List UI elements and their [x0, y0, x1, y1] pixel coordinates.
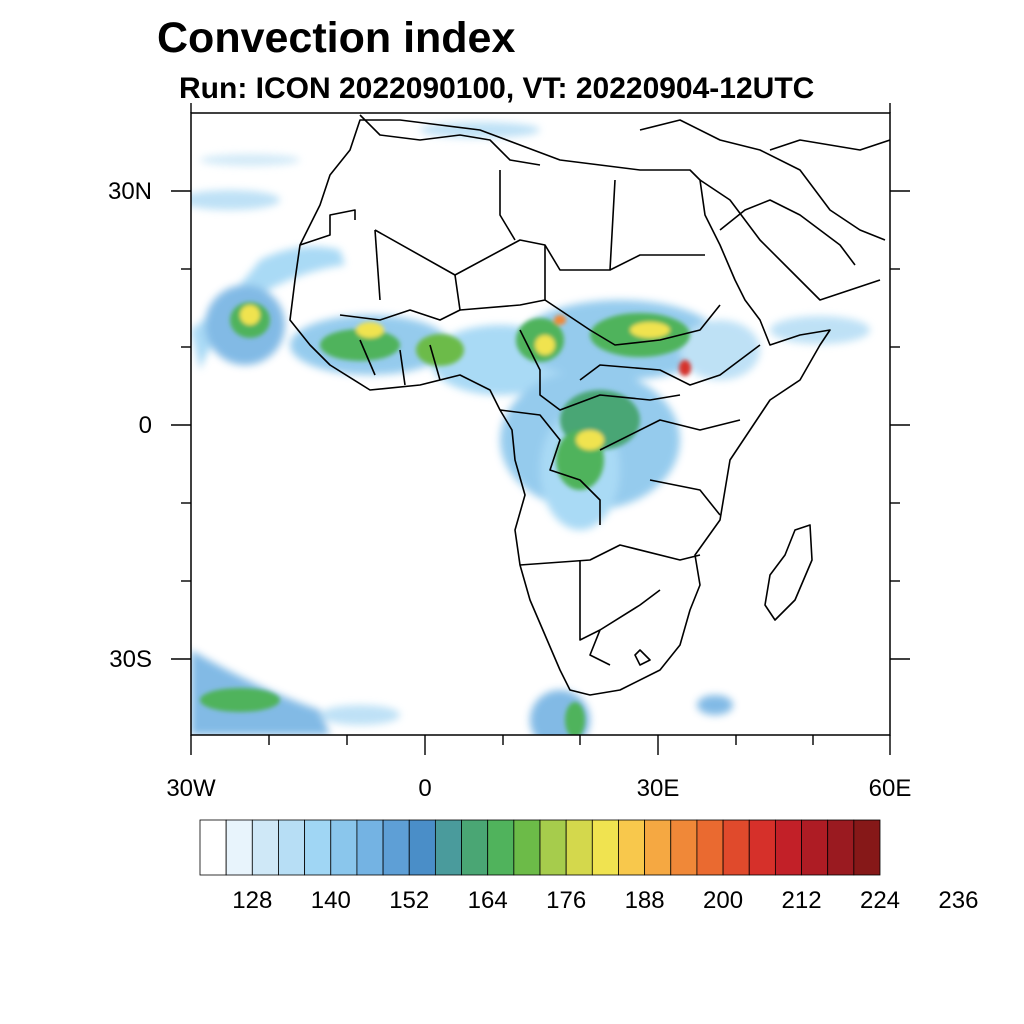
lat-label-0: 0: [138, 412, 152, 439]
colorbar-swatch: [487, 819, 515, 876]
colorbar-label: 236: [938, 887, 979, 914]
axis-ticks: [171, 103, 910, 755]
colorbar-swatch: [748, 819, 776, 876]
lon-label-30w: 30W: [166, 775, 216, 802]
lat-label-30n: 30N: [107, 178, 152, 205]
lon-label-30e: 30E: [636, 775, 680, 802]
colorbar: [199, 819, 881, 876]
colorbar-swatch: [513, 819, 541, 876]
colorbar-swatch: [539, 819, 567, 876]
colorbar-swatch: [434, 819, 462, 876]
colorbar-label: 200: [703, 887, 744, 914]
colorbar-swatch: [853, 819, 881, 876]
colorbar-swatch: [618, 819, 646, 876]
convection-field: [191, 122, 870, 735]
colorbar-swatch: [330, 819, 358, 876]
map-title: Convection index: [157, 14, 516, 62]
colorbar-label: 188: [624, 887, 665, 914]
colorbar-swatch: [461, 819, 489, 876]
map-frame: [190, 112, 891, 736]
colorbar-label: 164: [467, 887, 508, 914]
colorbar-label: 140: [310, 887, 351, 914]
colorbar-swatch: [408, 819, 436, 876]
colorbar-swatch: [251, 819, 279, 876]
colorbar-swatch: [382, 819, 410, 876]
colorbar-label: 224: [859, 887, 901, 914]
colorbar-swatch: [565, 819, 593, 876]
colorbar-swatch: [591, 819, 619, 876]
colorbar-label: 176: [546, 887, 587, 914]
colorbar-swatch: [356, 819, 384, 876]
colorbar-swatch: [304, 819, 332, 876]
colorbar-swatch: [774, 819, 802, 876]
colorbar-label: 128: [232, 887, 273, 914]
colorbar-swatch: [696, 819, 724, 876]
colorbar-swatch: [722, 819, 750, 876]
colorbar-label: 212: [781, 887, 822, 914]
coastlines-and-borders: [289, 114, 890, 696]
colorbar-label: 152: [389, 887, 430, 914]
map-subtitle: Run: ICON 2022090100, VT: 20220904-12UTC: [179, 72, 815, 105]
colorbar-swatch: [199, 819, 227, 876]
colorbar-swatch: [670, 819, 698, 876]
colorbar-swatch: [225, 819, 253, 876]
colorbar-swatch: [801, 819, 829, 876]
lat-label-30s: 30S: [109, 646, 152, 673]
lon-label-60e: 60E: [868, 775, 912, 802]
lon-label-0: 0: [418, 775, 432, 802]
colorbar-swatch: [278, 819, 306, 876]
colorbar-swatch: [644, 819, 672, 876]
colorbar-swatch: [827, 819, 855, 876]
